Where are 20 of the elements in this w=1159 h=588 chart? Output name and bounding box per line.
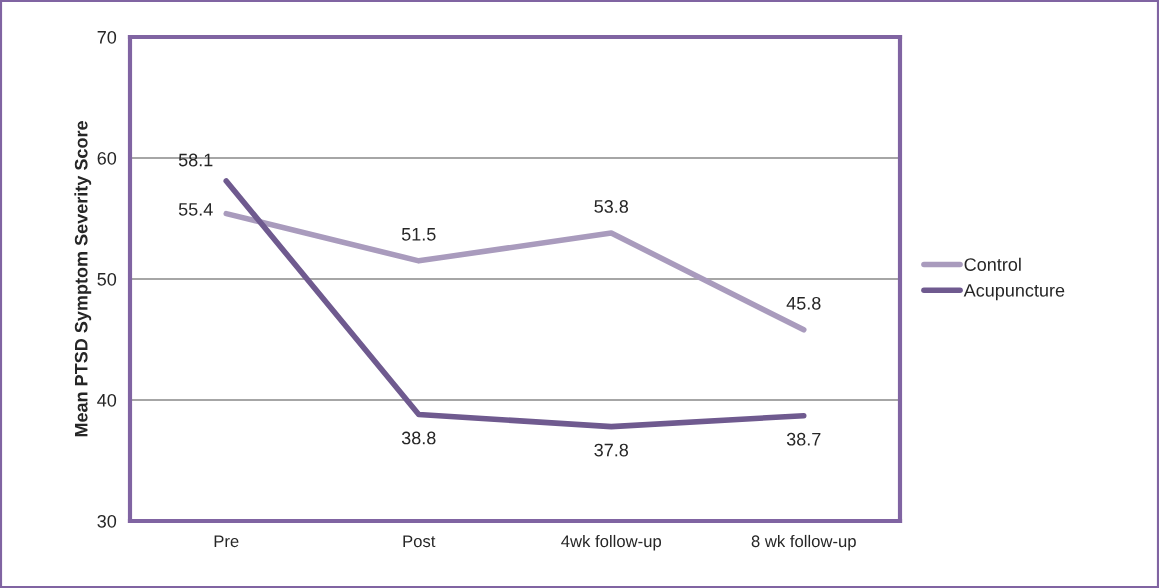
x-tick-label: Pre bbox=[214, 535, 239, 548]
legend-label: Control bbox=[964, 257, 1021, 271]
y-tick-label: 50 bbox=[97, 272, 117, 286]
data-label: 58.1 bbox=[178, 153, 213, 167]
data-label: 38.7 bbox=[786, 432, 821, 446]
data-label: 37.8 bbox=[594, 443, 629, 457]
y-tick-label: 60 bbox=[97, 151, 117, 165]
data-label: 55.4 bbox=[178, 203, 213, 216]
x-tick-label: 8 wk follow-up bbox=[751, 534, 856, 551]
y-axis-title: Mean PTSD Symptom Severity Score bbox=[74, 121, 92, 437]
y-tick-label: 30 bbox=[97, 514, 117, 528]
legend-label: Acupuncture bbox=[963, 284, 1065, 301]
data-label: 53.8 bbox=[594, 200, 629, 213]
y-tick-label: 40 bbox=[97, 393, 117, 407]
data-label: 51.5 bbox=[401, 228, 436, 241]
x-tick-label: Post bbox=[403, 535, 436, 548]
x-tick-label: 4wk follow-up bbox=[561, 534, 662, 551]
data-label: 45.8 bbox=[786, 296, 821, 310]
y-tick-label: 70 bbox=[97, 30, 117, 44]
data-label: 38.8 bbox=[401, 431, 436, 445]
